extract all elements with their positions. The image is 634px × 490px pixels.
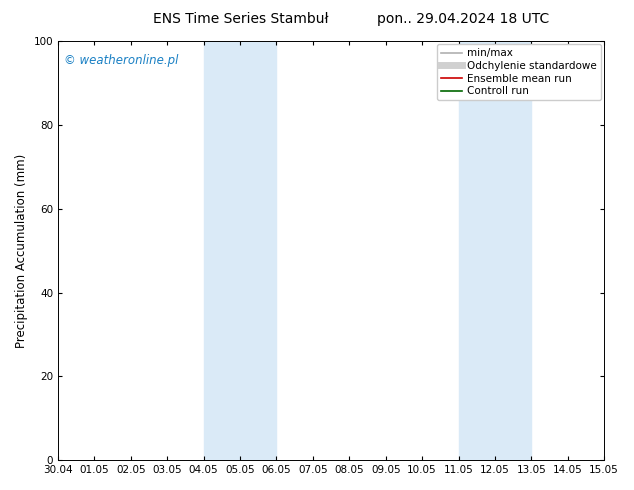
Bar [204,41,276,460]
Text: ENS Time Series Stambuł: ENS Time Series Stambuł [153,12,328,26]
Y-axis label: Precipitation Accumulation (mm): Precipitation Accumulation (mm) [15,153,28,348]
Legend: min/max, Odchylenie standardowe, Ensemble mean run, Controll run: min/max, Odchylenie standardowe, Ensembl… [437,44,601,100]
Bar [458,41,531,460]
Text: © weatheronline.pl: © weatheronline.pl [63,53,178,67]
Text: pon.. 29.04.2024 18 UTC: pon.. 29.04.2024 18 UTC [377,12,549,26]
